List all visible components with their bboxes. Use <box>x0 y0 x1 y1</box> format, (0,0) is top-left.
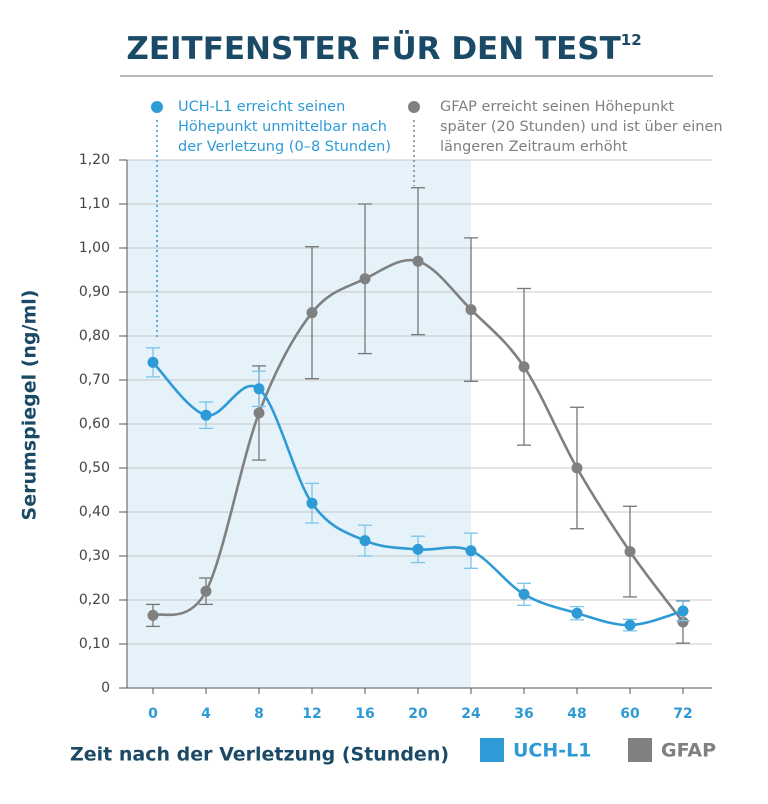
legend-swatch <box>628 738 652 762</box>
x-tick-label: 0 <box>148 706 158 722</box>
data-point <box>306 307 318 319</box>
data-point <box>624 619 636 631</box>
data-point <box>200 409 212 421</box>
x-tick-label: 36 <box>514 706 533 722</box>
data-point <box>359 273 371 285</box>
y-axis-label: Serumspiegel (ng/ml) <box>19 290 41 521</box>
y-tick-label: 1,20 <box>79 152 110 168</box>
annotation-text: GFAP erreicht seinen Höhepunkt <box>440 99 674 115</box>
y-tick-label: 0,80 <box>79 328 110 344</box>
annotation-text: UCH-L1 erreicht seinen <box>178 99 345 115</box>
x-tick-label: 60 <box>620 706 640 722</box>
legend-label: GFAP <box>661 740 716 762</box>
legend-label: UCH-L1 <box>513 740 592 762</box>
annotation-dot <box>151 101 163 113</box>
x-tick-label: 4 <box>201 706 211 722</box>
y-tick-label: 0,60 <box>79 416 110 432</box>
data-point <box>412 543 424 555</box>
legend-swatch <box>480 738 504 762</box>
annotation-text: Höhepunkt unmittelbar nach <box>178 119 387 135</box>
annotation-dot <box>408 101 420 113</box>
x-tick-label: 72 <box>673 706 692 722</box>
data-point <box>571 607 583 619</box>
data-point <box>518 588 530 600</box>
series-line <box>152 361 684 627</box>
y-tick-label: 0,40 <box>79 504 110 520</box>
x-tick-label: 16 <box>355 706 374 722</box>
y-tick-label: 0,70 <box>79 372 110 388</box>
data-point <box>253 383 265 395</box>
annotation-text: längeren Zeitraum erhöht <box>440 139 628 155</box>
data-point <box>412 255 424 267</box>
x-tick-label: 8 <box>254 706 264 722</box>
x-tick-label: 20 <box>408 706 428 722</box>
y-tick-label: 0,50 <box>79 460 110 476</box>
y-tick-label: 1,10 <box>79 196 110 212</box>
data-point <box>465 304 477 316</box>
x-tick-label: 48 <box>567 706 586 722</box>
y-tick-label: 0 <box>101 680 110 696</box>
annotation-text: später (20 Stunden) und ist über einen <box>440 119 723 135</box>
chart-title: ZEITFENSTER FÜR DEN TEST <box>126 30 620 67</box>
annotation-text: der Verletzung (0–8 Stunden) <box>178 139 391 155</box>
y-tick-label: 0,30 <box>79 548 110 564</box>
data-point <box>518 361 530 373</box>
data-point <box>147 356 159 368</box>
x-tick-label: 12 <box>302 706 321 722</box>
y-tick-label: 1,00 <box>79 240 110 256</box>
chart-title-group: ZEITFENSTER FÜR DEN TEST12 <box>126 30 641 67</box>
x-tick-label: 24 <box>461 706 481 722</box>
data-point <box>200 585 212 597</box>
y-tick-label: 0,20 <box>79 592 110 608</box>
data-point <box>677 605 689 617</box>
data-point <box>571 462 583 474</box>
data-point <box>359 535 371 547</box>
title-note: 12 <box>621 31 642 49</box>
x-axis-label: Zeit nach der Verletzung (Stunden) <box>70 744 449 766</box>
data-point <box>306 497 318 509</box>
data-point <box>677 616 689 628</box>
y-tick-label: 0,90 <box>79 284 110 300</box>
data-point <box>465 545 477 557</box>
y-tick-label: 0,10 <box>79 636 110 652</box>
data-point <box>147 609 159 621</box>
data-point <box>624 546 636 558</box>
data-point <box>253 407 265 419</box>
